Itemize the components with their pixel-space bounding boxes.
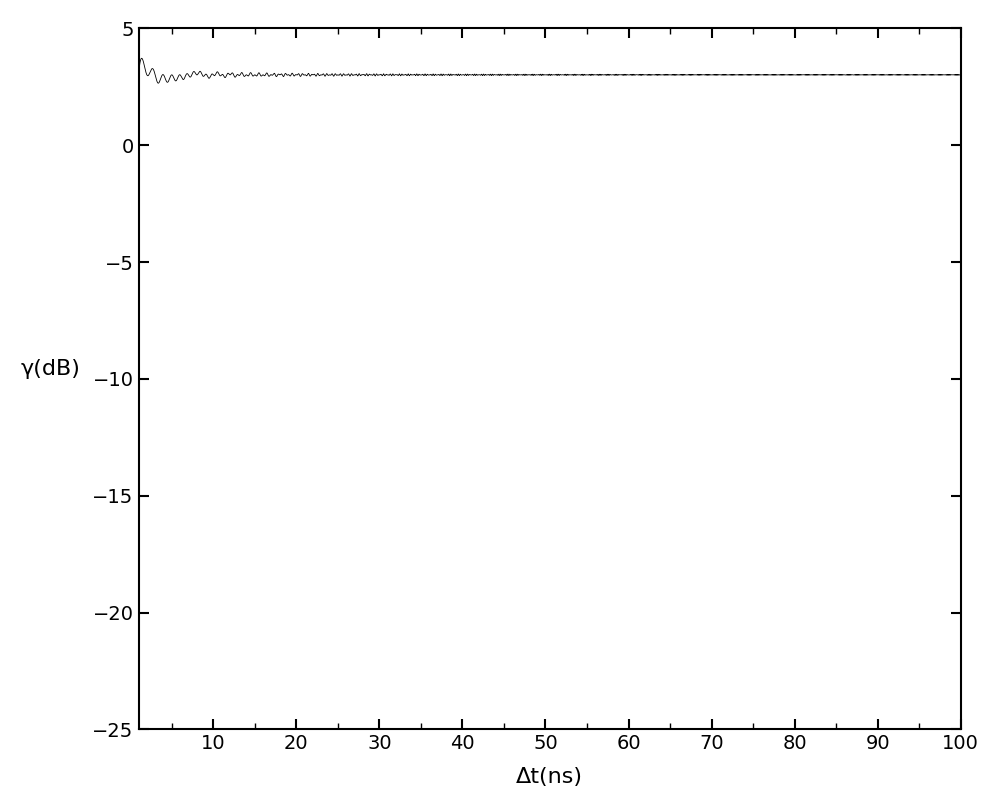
X-axis label: Δt(ns): Δt(ns) [516, 767, 583, 787]
Y-axis label: γ(dB): γ(dB) [21, 359, 81, 379]
